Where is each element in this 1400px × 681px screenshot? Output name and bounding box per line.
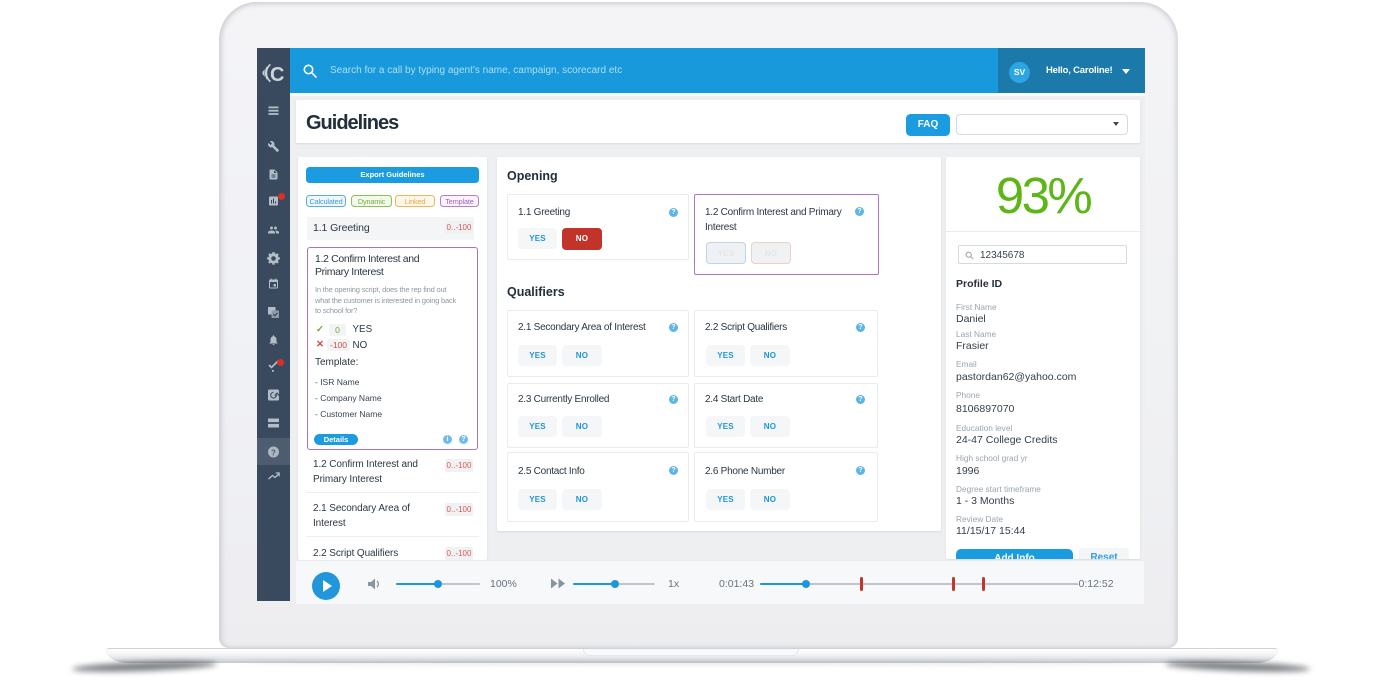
svg-text:?: ? [271,448,276,457]
svg-text:C: C [270,64,284,86]
